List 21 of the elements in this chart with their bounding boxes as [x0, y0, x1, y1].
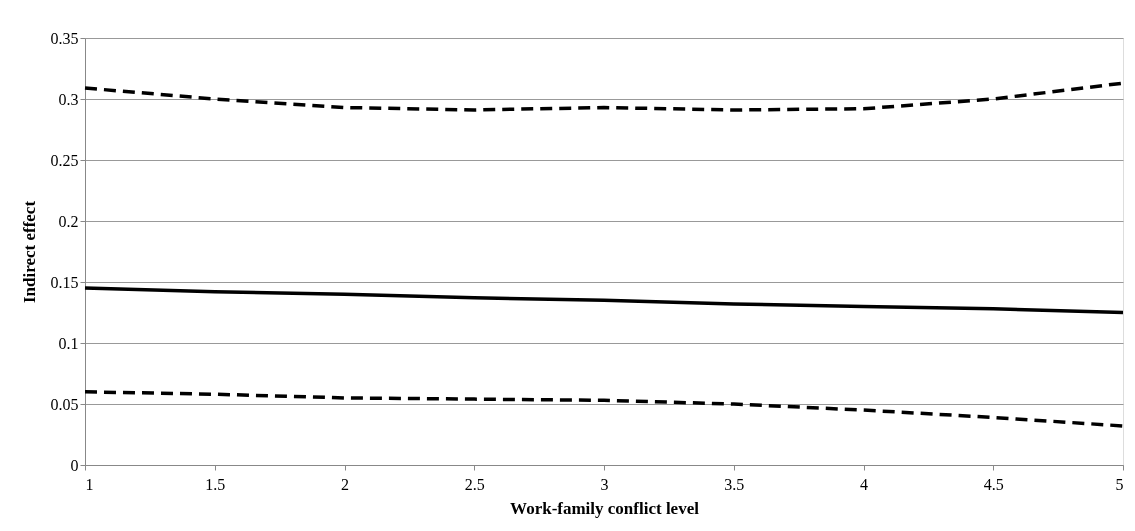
line-series [83, 390, 1125, 428]
x-tick-label: 2 [341, 475, 349, 493]
line-series [83, 286, 1125, 315]
y-axis-title: Indirect effect [19, 200, 39, 304]
y-tick-label: 0.15 [50, 273, 79, 291]
x-tick-label: 1 [85, 475, 94, 493]
x-tick-label: 4.5 [983, 475, 1004, 493]
x-tick-label: 3.5 [724, 475, 745, 493]
x-tick-label: 1.5 [205, 475, 226, 493]
x-tick-label: 2.5 [464, 475, 485, 493]
x-tick-label: 3 [600, 475, 609, 493]
y-tick-label: 0.1 [58, 334, 79, 352]
x-axis-title: Work-family conflict level [510, 498, 700, 518]
y-tick-label: 0.2 [58, 212, 79, 230]
y-tick-label: 0.35 [50, 29, 79, 47]
y-tick-label: 0.3 [58, 90, 79, 108]
y-tick-label: 0 [70, 456, 79, 474]
x-tick-label: 5 [1115, 475, 1124, 493]
y-tick-label: 0.05 [50, 395, 79, 413]
x-tick-label: 4 [860, 475, 868, 493]
y-tick-label: 0.25 [50, 151, 79, 169]
